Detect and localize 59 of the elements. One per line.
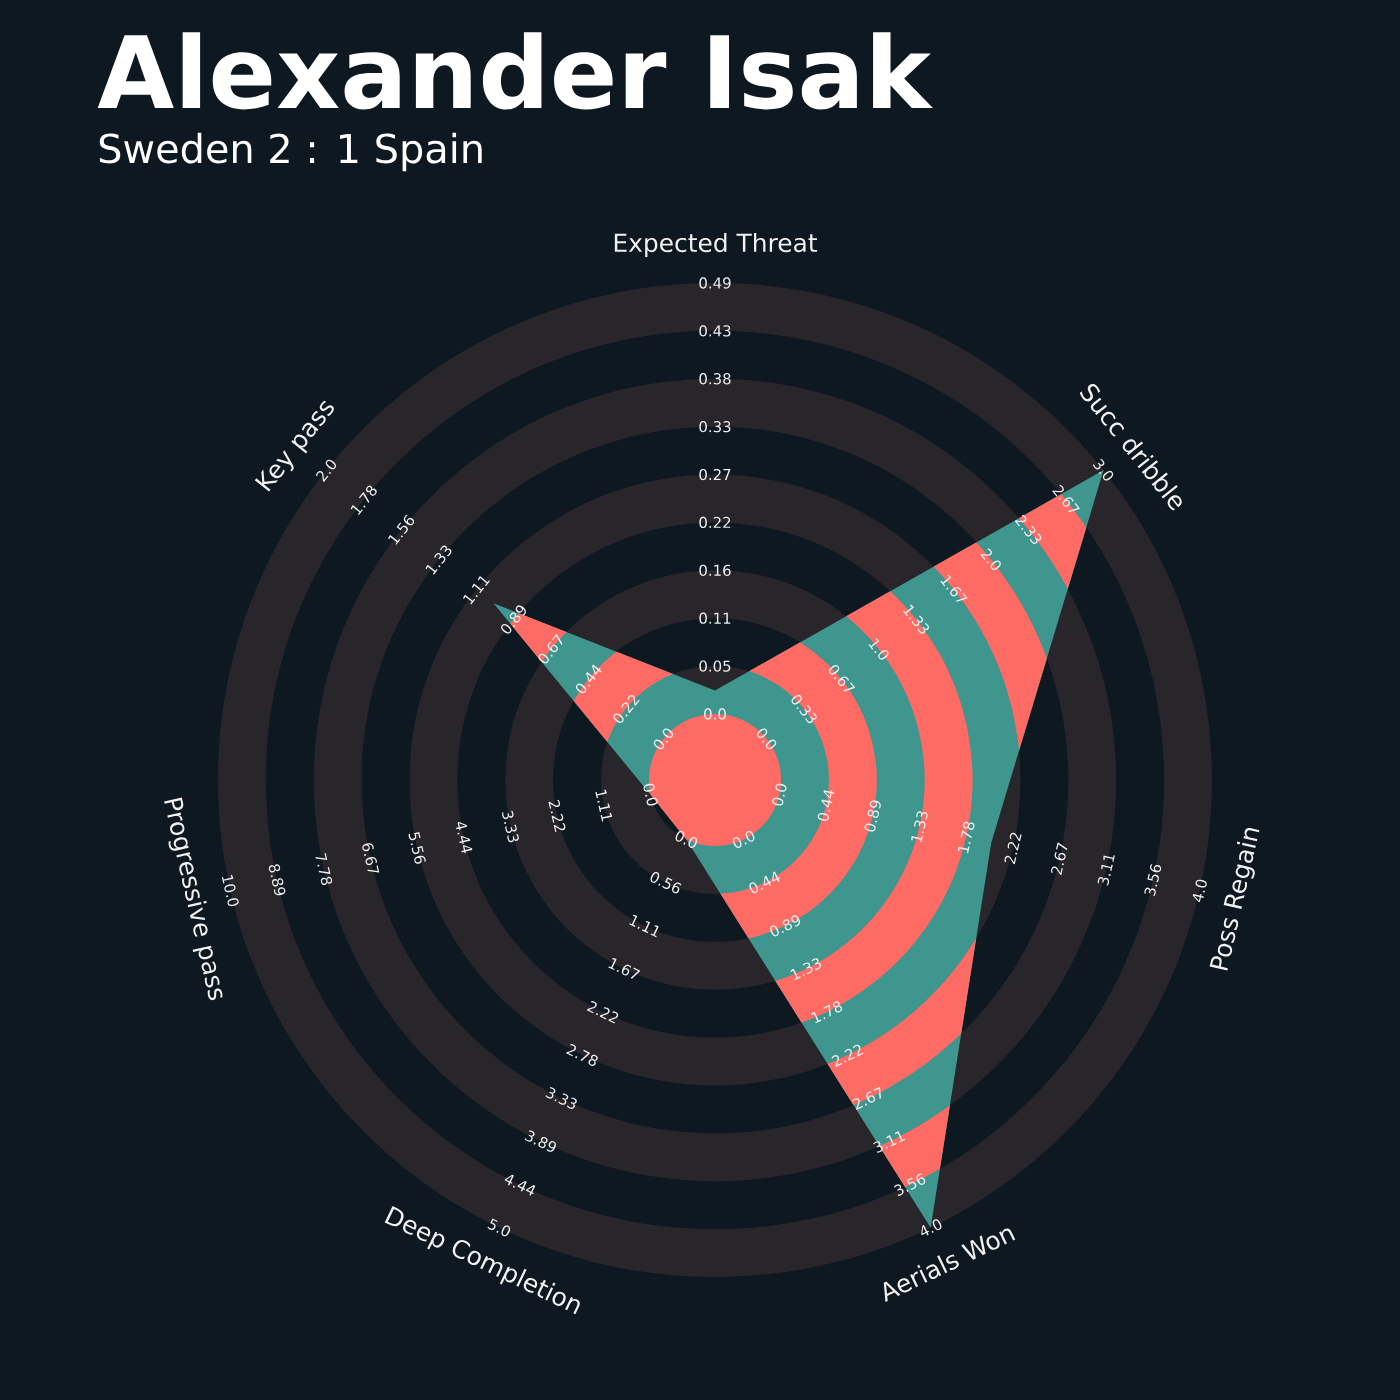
- spoke-label: Poss Regain: [1209, 828, 1260, 971]
- text: 1.78: [811, 1001, 843, 1024]
- text: 0.0: [675, 830, 698, 849]
- text: 3.11: [1097, 855, 1115, 886]
- text: 1.11: [595, 789, 613, 822]
- text: 0.89: [770, 915, 801, 937]
- text: 2.22: [586, 1001, 619, 1024]
- text: 5.0: [487, 1218, 511, 1237]
- text: 1.11: [629, 914, 659, 938]
- text: 0.11: [699, 612, 731, 624]
- text: 2.0: [980, 548, 1001, 571]
- text: 0.05: [699, 660, 731, 672]
- chart-title: Alexander Isak: [97, 32, 933, 110]
- text: 1.0: [868, 638, 889, 660]
- text: 4.44: [504, 1174, 536, 1196]
- text: 7.78: [315, 853, 333, 886]
- text: 3.56: [893, 1173, 926, 1196]
- text: 0.0: [653, 728, 674, 750]
- text: 8.89: [268, 864, 286, 896]
- text: 2.67: [852, 1086, 881, 1110]
- text: 2.0: [315, 459, 337, 482]
- text: 2.22: [831, 1044, 864, 1067]
- text: 0.22: [699, 516, 731, 529]
- text: 0.16: [699, 564, 731, 576]
- text: 0.38: [699, 373, 731, 385]
- text: 3.56: [1144, 864, 1162, 897]
- text: 5.56: [408, 832, 426, 864]
- text: 1.78: [957, 821, 975, 853]
- spoke-label: Expected Threat: [614, 232, 818, 258]
- text: 3.89: [524, 1130, 556, 1152]
- text: 0.89: [864, 800, 881, 832]
- text: 4.0: [921, 1219, 942, 1236]
- text: 1.33: [911, 811, 928, 843]
- text: 6.67: [362, 843, 380, 873]
- text: 2.22: [1004, 832, 1022, 865]
- text: 0.33: [699, 421, 731, 433]
- text: 0.49: [699, 277, 731, 289]
- text: 0.43: [699, 325, 731, 337]
- text: 2.22: [548, 799, 566, 832]
- chart-subtitle: Sweden 2 : 1 Spain: [99, 132, 482, 172]
- text: 2.78: [566, 1044, 598, 1066]
- text: 10.0: [221, 874, 239, 907]
- text: 0.0: [772, 783, 787, 806]
- text: 0.0: [732, 830, 755, 849]
- text: 1.67: [608, 957, 641, 979]
- text: 0.56: [650, 871, 682, 894]
- text: 4.0: [1192, 879, 1207, 903]
- text: 0.44: [817, 790, 835, 821]
- text: 3.0: [1092, 458, 1114, 481]
- text: 0.27: [699, 468, 731, 481]
- text: 1.33: [790, 958, 822, 981]
- text: 0.44: [749, 871, 780, 894]
- text: 0.0: [643, 783, 658, 806]
- text: 3.33: [545, 1087, 577, 1109]
- text: 0.0: [756, 728, 777, 750]
- text: 2.67: [1051, 842, 1068, 875]
- text: 3.11: [873, 1131, 906, 1153]
- text: 4.44: [456, 822, 473, 854]
- text: 3.33: [502, 810, 519, 843]
